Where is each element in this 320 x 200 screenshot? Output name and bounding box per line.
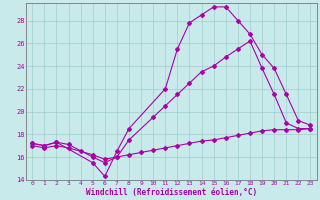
X-axis label: Windchill (Refroidissement éolien,°C): Windchill (Refroidissement éolien,°C)	[86, 188, 257, 197]
